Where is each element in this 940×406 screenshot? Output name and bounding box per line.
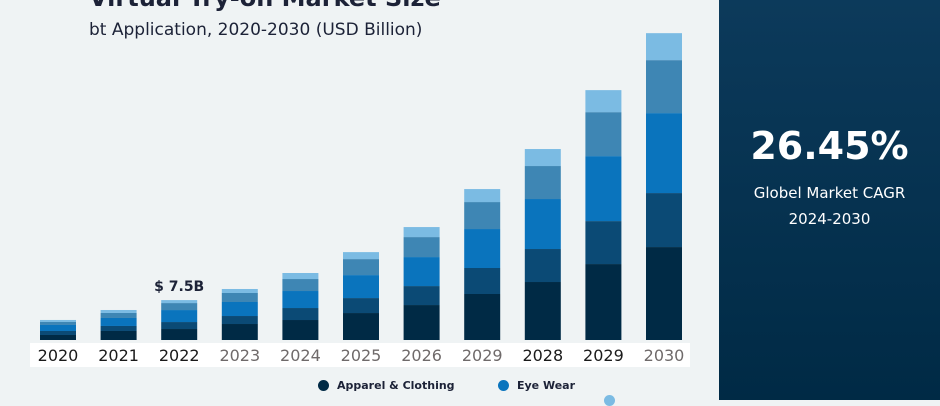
chart-title: Virtual Try-on Market Size xyxy=(89,0,441,12)
bar-2021-series-0 xyxy=(100,330,137,340)
bar-2021-series-2 xyxy=(100,317,137,326)
x-tick-label: 2029 xyxy=(462,346,503,365)
chart-subtitle: bt Application, 2020-2030 (USD Billion) xyxy=(89,20,423,40)
cagr-label: Globel Market CAGR 2024-2030 xyxy=(719,180,940,232)
legend-label: Apparel & Clothing xyxy=(337,379,455,392)
bar-2029-series-4 xyxy=(464,189,501,203)
bar-2030-series-0 xyxy=(646,247,682,340)
x-tick-label: 2028 xyxy=(522,346,563,365)
bar-2029-series-0 xyxy=(585,264,622,340)
cagr-label-text: Globel Market CAGR xyxy=(753,184,906,202)
bar-2028-series-1 xyxy=(524,249,561,283)
x-tick-label: 2026 xyxy=(401,346,442,365)
bar-2024-series-2 xyxy=(282,291,319,309)
bar-2021-series-1 xyxy=(100,325,137,331)
bar-2029-series-2 xyxy=(585,156,622,222)
bar-2021-series-4 xyxy=(100,309,137,313)
bar-2029-series-2 xyxy=(464,229,501,268)
x-tick-label: 2024 xyxy=(280,346,321,365)
legend-item-apparel: Apparel & Clothing xyxy=(318,379,455,392)
bar-2029-series-1 xyxy=(464,267,501,295)
bar-2023-series-0 xyxy=(221,324,258,340)
bar-2028-series-4 xyxy=(524,149,561,167)
bar-2025-series-4 xyxy=(343,252,379,260)
bar-2023-series-4 xyxy=(221,288,258,293)
bar-2023-series-1 xyxy=(221,316,258,325)
x-tick-label: 2021 xyxy=(98,346,139,365)
cagr-panel: 26.45% Globel Market CAGR 2024-2030 xyxy=(719,0,940,400)
bar-2022-series-0 xyxy=(161,329,198,340)
bar-2022-series-4 xyxy=(161,300,198,304)
bar-2025-series-3 xyxy=(343,259,379,276)
stacked-bar-chart: 2020 2021 2022 2023 2024 2025 2026 2029 2028 2029… xyxy=(30,33,690,367)
bar-2020-series-1 xyxy=(40,330,76,335)
bar-2021-series-3 xyxy=(100,312,137,318)
bar-2022-series-1 xyxy=(161,322,198,330)
bar-2030-series-3 xyxy=(646,60,682,114)
bar-2026-series-0 xyxy=(403,305,440,340)
bar-2026-series-3 xyxy=(403,237,440,258)
bar-2030-series-1 xyxy=(646,193,682,248)
bar-2025-series-2 xyxy=(343,275,379,299)
bar-2026-series-2 xyxy=(403,257,440,287)
bar-2023-series-2 xyxy=(221,301,258,317)
bar-2022-series-2 xyxy=(161,310,198,323)
bar-2030-series-2 xyxy=(646,113,682,194)
bar-2028-series-2 xyxy=(524,199,561,250)
x-tick-label: 2025 xyxy=(341,346,382,365)
legend-label: Eye Wear xyxy=(517,379,576,392)
bar-2030-series-4 xyxy=(646,33,682,61)
cagr-value: 26.45% xyxy=(750,124,909,168)
legend-item-eyewear: Eye Wear xyxy=(498,379,575,392)
x-tick-label: 2023 xyxy=(219,346,260,365)
bar-2020-series-2 xyxy=(40,324,76,331)
cagr-period: 2024-2030 xyxy=(788,210,871,228)
bar-2029-series-1 xyxy=(585,221,622,265)
x-tick-label: 2020 xyxy=(38,346,79,365)
x-tick-label: 2022 xyxy=(159,346,200,365)
bar-2024-series-4 xyxy=(282,273,319,280)
bar-2020-series-3 xyxy=(40,321,76,325)
bar-2029-series-0 xyxy=(464,294,501,340)
x-tick-label: 2029 xyxy=(583,346,624,365)
bar-2020-series-4 xyxy=(40,319,76,322)
bar-2022-series-3 xyxy=(161,303,198,311)
legend-swatch xyxy=(498,380,509,391)
data-label-2022: $ 7.5B xyxy=(154,279,204,295)
x-axis-band xyxy=(30,343,690,367)
bar-2025-series-1 xyxy=(343,298,379,314)
legend-swatch xyxy=(318,380,329,391)
bar-2020-series-0 xyxy=(40,334,76,340)
bar-2026-series-4 xyxy=(403,227,440,238)
legend-swatch-partial xyxy=(604,395,615,406)
bar-2028-series-0 xyxy=(524,282,561,340)
bar-2024-series-1 xyxy=(282,308,319,321)
bar-2029-series-3 xyxy=(464,202,501,230)
bar-2026-series-1 xyxy=(403,286,440,306)
bar-2028-series-3 xyxy=(524,166,561,200)
bar-2029-series-4 xyxy=(585,90,622,113)
bar-2024-series-3 xyxy=(282,279,319,292)
bar-2024-series-0 xyxy=(282,320,319,340)
bar-2023-series-3 xyxy=(221,292,258,302)
bar-2025-series-0 xyxy=(343,313,379,340)
bar-2029-series-3 xyxy=(585,112,622,157)
x-tick-label: 2030 xyxy=(644,346,685,365)
